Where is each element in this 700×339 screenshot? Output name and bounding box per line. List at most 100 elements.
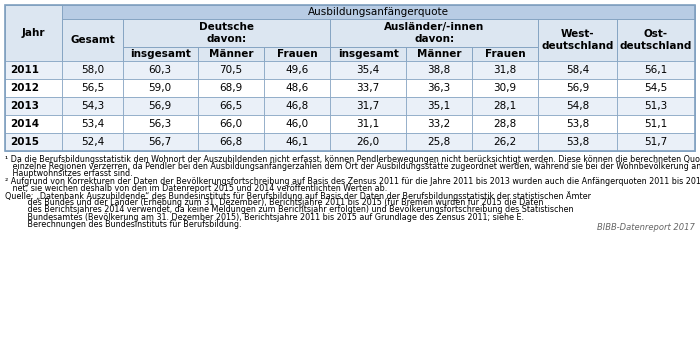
Bar [406,115,472,133]
Text: einzelne Regionen verzerren, da Pendler bei den Ausbildungsanfängerzahlen dem Or: einzelne Regionen verzerren, da Pendler … [5,162,700,171]
Bar [617,133,695,151]
Bar [5,115,62,133]
Text: 66,0: 66,0 [219,119,242,129]
Bar [122,115,198,133]
Bar [62,79,122,97]
Text: 26,2: 26,2 [494,137,517,147]
Text: Quelle: „Datenbank Auszubildende“ des Bundesinstituts für Berufsbildung auf Basi: Quelle: „Datenbank Auszubildende“ des Bu… [5,191,591,201]
Bar [264,61,330,79]
Text: 58,4: 58,4 [566,65,589,75]
Bar [330,97,406,115]
Text: insgesamt: insgesamt [130,49,190,59]
Text: 28,1: 28,1 [494,101,517,111]
Text: Ausbildungsanfängerquote: Ausbildungsanfängerquote [308,7,449,17]
Text: 70,5: 70,5 [219,65,242,75]
Text: 54,3: 54,3 [80,101,104,111]
Text: Deutsche
davon:: Deutsche davon: [199,22,254,44]
Text: Bundesamtes (Bevölkerung am 31. Dezember 2015), Berichtsjahre 2011 bis 2015 auf : Bundesamtes (Bevölkerung am 31. Dezember… [5,213,524,222]
Text: 51,3: 51,3 [644,101,668,111]
Bar [62,115,122,133]
Text: 56,9: 56,9 [566,83,589,93]
Bar [538,79,617,97]
Bar [62,97,122,115]
Text: Männer: Männer [209,49,253,59]
Text: 30,9: 30,9 [494,83,517,93]
Text: 2012: 2012 [10,83,39,93]
Bar [5,5,695,151]
Text: 53,8: 53,8 [566,119,589,129]
Bar [472,97,538,115]
Text: 31,1: 31,1 [356,119,379,129]
Text: 2013: 2013 [10,101,39,111]
Bar [472,133,538,151]
Bar [264,47,330,61]
Text: 53,8: 53,8 [566,137,589,147]
Bar [472,61,538,79]
Text: 33,7: 33,7 [356,83,379,93]
Text: 46,1: 46,1 [286,137,309,147]
Bar [472,47,538,61]
Bar [198,115,264,133]
Text: 60,3: 60,3 [148,65,172,75]
Bar [198,79,264,97]
Text: des Berichtsjahres 2014 verwendet, da keine Meldungen zum Berichtsjahr erfolgten: des Berichtsjahres 2014 verwendet, da ke… [5,205,573,214]
Bar [538,97,617,115]
Text: 2014: 2014 [10,119,39,129]
Bar [198,61,264,79]
Bar [330,79,406,97]
Bar [617,97,695,115]
Bar [264,133,330,151]
Bar [5,61,62,79]
Bar [330,47,406,61]
Text: BIBB-Datenreport 2017: BIBB-Datenreport 2017 [597,223,695,233]
Text: West-
deutschland: West- deutschland [541,29,614,51]
Bar [617,79,695,97]
Text: 2011: 2011 [10,65,39,75]
Text: 56,3: 56,3 [148,119,172,129]
Text: 48,6: 48,6 [286,83,309,93]
Bar [538,115,617,133]
Text: insgesamt: insgesamt [337,49,398,59]
Text: net; sie weichen deshalb von den im Datenreport 2015 und 2014 veröffentlichten W: net; sie weichen deshalb von den im Date… [5,184,387,193]
Text: 66,8: 66,8 [219,137,243,147]
Bar [198,97,264,115]
Text: 35,4: 35,4 [356,65,379,75]
Text: 31,7: 31,7 [356,101,379,111]
Bar [264,115,330,133]
Text: 56,5: 56,5 [80,83,104,93]
Text: 2015: 2015 [10,137,39,147]
Text: 36,3: 36,3 [427,83,451,93]
Bar [330,61,406,79]
Text: Berechnungen des Bundesinstituts für Berufsbildung.: Berechnungen des Bundesinstituts für Ber… [5,220,241,229]
Text: 33,2: 33,2 [427,119,451,129]
Text: Männer: Männer [416,49,461,59]
Text: 46,8: 46,8 [286,101,309,111]
Bar [538,133,617,151]
Text: ² Aufgrund von Korrekturen der Daten der Bevölkerungsfortschreibung auf Basis de: ² Aufgrund von Korrekturen der Daten der… [5,177,700,185]
Bar [198,133,264,151]
Text: 51,7: 51,7 [644,137,668,147]
Bar [122,61,198,79]
Text: Gesamt: Gesamt [70,35,115,45]
Bar [5,97,62,115]
Bar [406,97,472,115]
Bar [330,133,406,151]
Text: 59,0: 59,0 [148,83,172,93]
Bar [406,133,472,151]
Text: 54,8: 54,8 [566,101,589,111]
Text: 56,7: 56,7 [148,137,172,147]
Text: Frauen: Frauen [485,49,526,59]
Text: 46,0: 46,0 [286,119,309,129]
Bar [264,79,330,97]
Text: des Bundes und der Länder (Erhebung zum 31. Dezember), Berichtsjahre 2011 bis 20: des Bundes und der Länder (Erhebung zum … [5,198,543,207]
Text: 31,8: 31,8 [494,65,517,75]
Bar [617,61,695,79]
Bar [122,19,330,47]
Text: Ausländer/-innen
davon:: Ausländer/-innen davon: [384,22,484,44]
Bar [122,133,198,151]
Bar [472,79,538,97]
Text: ¹ Da die Berufsbildungsstatistik den Wohnort der Auszubildenden nicht erfasst, k: ¹ Da die Berufsbildungsstatistik den Woh… [5,155,700,164]
Bar [472,115,538,133]
Text: 54,5: 54,5 [644,83,668,93]
Text: 66,5: 66,5 [219,101,243,111]
